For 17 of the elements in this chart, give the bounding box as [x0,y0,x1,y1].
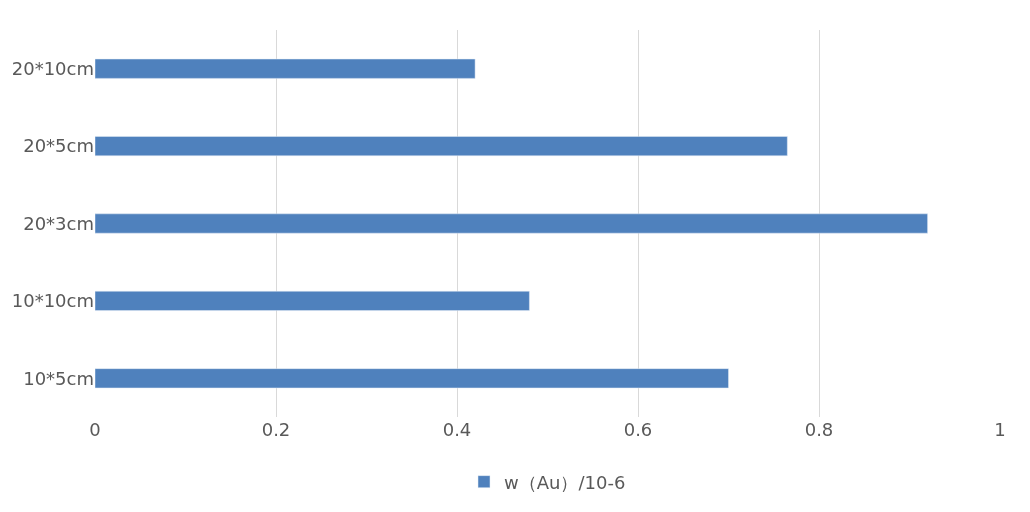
x-tick-label: 0.6 [623,419,653,440]
y-tick-label: 20*10cm [11,58,94,79]
y-tick-label: 20*5cm [23,135,94,157]
x-tick-label: 0.8 [804,419,834,440]
x-tick-label: 0 [89,419,101,440]
bar [95,213,928,234]
legend-label: w（Au）/10-6 [504,471,626,493]
bar [95,136,788,157]
y-tick-label: 10*5cm [23,367,94,389]
bar [95,290,530,311]
bar [95,58,476,79]
x-tick-label: 0.4 [442,419,472,440]
bar [95,368,729,389]
x-tick-label: 0.2 [261,419,291,440]
y-tick-label: 20*3cm [23,212,94,234]
x-tick-label: 1 [994,419,1006,440]
y-tick-label: 10*10cm [11,290,94,312]
